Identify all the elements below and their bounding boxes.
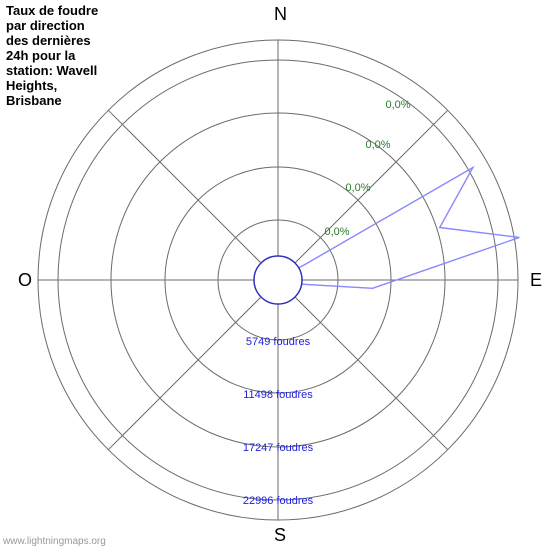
count-label-2: 17247 foudres	[243, 442, 313, 454]
count-label-1: 11498 foudres	[243, 389, 313, 401]
credit-text: www.lightningmaps.org	[3, 536, 106, 547]
chart-title: Taux de foudre par direction des dernièr…	[6, 4, 106, 109]
rate-label-2: 0,0%	[365, 139, 390, 151]
cardinal-s: S	[274, 525, 286, 546]
rate-label-0: 0,0%	[324, 226, 349, 238]
rate-label-1: 0,0%	[345, 182, 370, 194]
cardinal-w: O	[18, 270, 32, 291]
cardinal-e: E	[530, 270, 542, 291]
count-label-3: 22996 foudres	[243, 495, 313, 507]
count-label-0: 5749 foudres	[246, 336, 310, 348]
cardinal-n: N	[274, 4, 287, 25]
center-hole	[254, 256, 302, 304]
chart-container: Taux de foudre par direction des dernièr…	[0, 0, 550, 550]
rate-label-3: 0,0%	[385, 99, 410, 111]
